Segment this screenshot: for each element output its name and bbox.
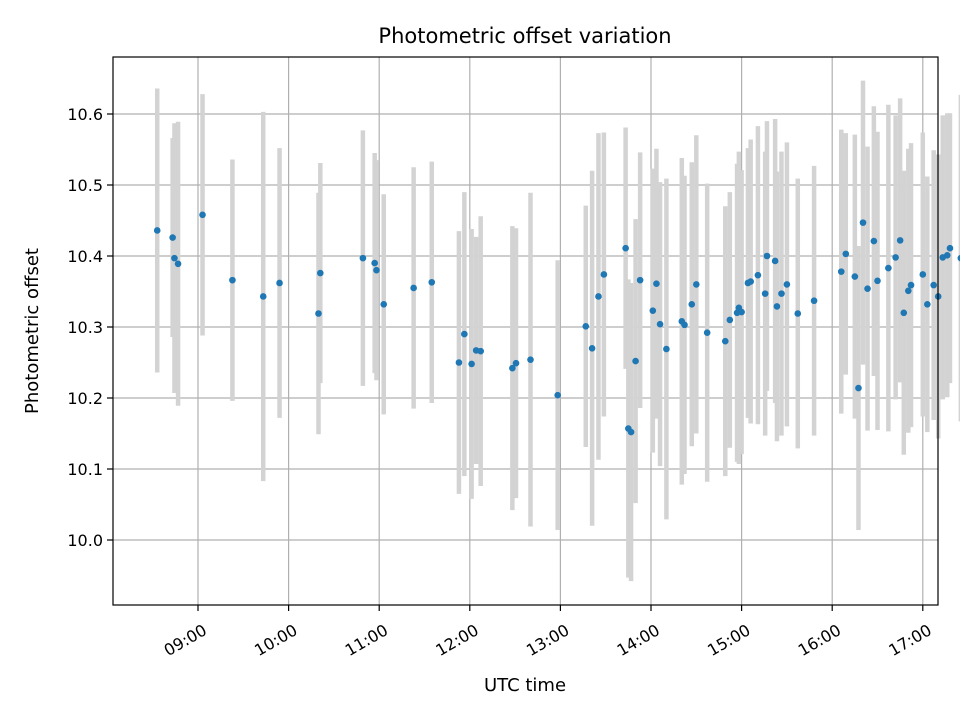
data-point [924,300,931,308]
x-axis-label: UTC time [484,675,566,696]
data-point [171,254,178,262]
x-tick-label: 09:00 [161,620,210,660]
data-point [747,278,754,285]
data-point [410,284,417,292]
data-point [199,211,206,219]
chart-title: Photometric offset variation [378,24,671,48]
error-bars [154,80,960,582]
data-point [885,264,892,272]
x-tick-label: 17:00 [885,620,934,660]
data-point [649,307,657,314]
data-point [153,227,161,234]
data-point [771,257,779,265]
data-point [919,271,927,278]
y-tick-label: 10.4 [67,247,103,266]
data-point [477,347,484,355]
data-point [315,310,322,317]
data-point [636,276,644,284]
y-tick-label: 10.3 [67,318,103,337]
data-point [754,271,762,279]
data-point [851,273,859,280]
data-point [509,364,516,372]
y-tick-label: 10.5 [67,176,103,195]
data-point [930,281,937,289]
plot-frame [112,56,939,606]
data-point [428,278,436,286]
data-point [259,293,267,300]
data-point [317,269,324,277]
data-point [588,345,596,352]
data-point [653,280,660,287]
x-tick-label: 16:00 [795,620,844,660]
data-point [380,300,388,308]
data-point [900,309,908,317]
data-point [874,277,881,285]
y-tick-label: 10.2 [67,389,103,408]
x-tick-label: 14:00 [614,620,663,660]
data-point [870,237,878,245]
x-tick-label: 13:00 [523,620,572,660]
data-point [600,271,608,278]
data-point [174,260,182,268]
data-point [276,279,283,287]
x-tick-label: 10:00 [251,620,300,660]
data-point [896,237,904,244]
data-point [527,356,534,363]
data-point [905,287,912,295]
data-point [892,254,899,261]
data-point [663,345,670,353]
data-point [595,293,602,300]
data-point [721,337,729,345]
data-point [359,254,367,262]
x-tick-label: 11:00 [342,620,391,660]
x-tick-label: 12:00 [432,620,481,660]
data-point [656,320,664,328]
data-point [726,316,734,324]
data-point [773,303,781,310]
x-tick-label: 15:00 [704,620,753,660]
data-point [738,308,745,316]
data-point [373,266,380,274]
data-point [703,329,711,336]
data-point [632,357,639,365]
data-point [946,244,954,252]
data-point [957,254,960,262]
data-point [627,428,635,436]
data-point [778,290,785,297]
data-point [461,330,468,338]
data-point [582,322,590,330]
data-point [943,251,951,259]
data-point [864,285,871,292]
data-point [693,281,700,288]
data-point [783,281,791,288]
data-point [688,300,696,308]
data-point [859,219,867,226]
data-point [837,268,845,275]
data-point [810,297,818,305]
data-point [512,359,520,367]
data-point [554,391,561,399]
data-point [681,321,688,329]
data-point [622,244,629,252]
data-points [153,211,960,436]
data-point [763,252,771,260]
y-tick-label: 10.6 [67,105,103,124]
y-tick-label: 10.0 [67,531,103,550]
data-point [761,290,769,297]
data-point [455,359,463,366]
data-point [907,281,915,289]
y-axis-label: Photometric offset [22,248,43,414]
data-point [169,234,176,241]
data-point [842,250,850,258]
data-point [794,310,802,317]
data-point [468,360,475,368]
data-point [855,384,862,392]
data-point [371,259,378,267]
y-tick-label: 10.1 [67,460,103,479]
data-point [229,276,236,284]
